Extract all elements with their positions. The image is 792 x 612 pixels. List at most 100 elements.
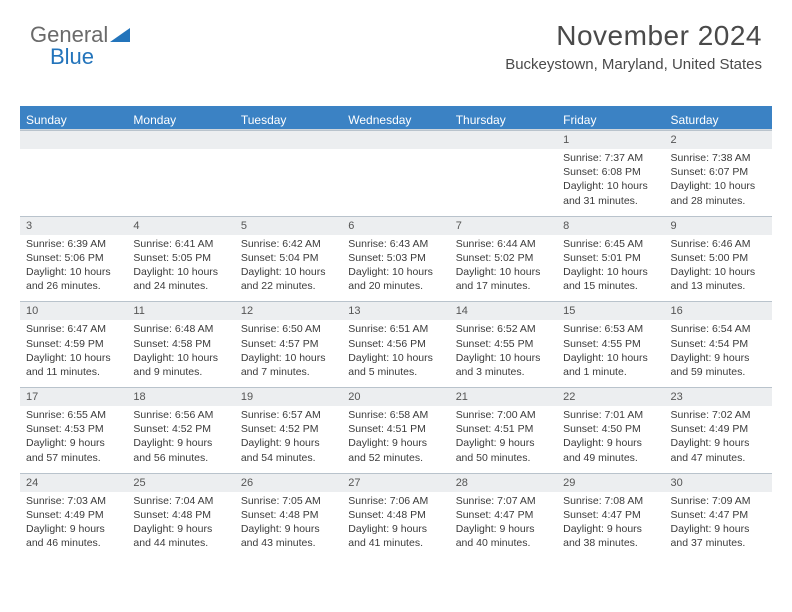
day-number-cell: 27 [342, 474, 449, 492]
daylight-text: Daylight: 10 hours and 1 minute. [563, 351, 658, 379]
sunset-text: Sunset: 6:08 PM [563, 165, 658, 179]
day-number-cell: 6 [342, 217, 449, 235]
day-info-cell: Sunrise: 7:03 AMSunset: 4:49 PMDaylight:… [20, 492, 127, 559]
day-number-cell: 15 [557, 302, 664, 320]
daylight-text: Daylight: 9 hours and 37 minutes. [671, 522, 766, 550]
day-info-cell: Sunrise: 6:56 AMSunset: 4:52 PMDaylight:… [127, 406, 234, 473]
day-number-cell: 5 [235, 217, 342, 235]
day-number: 18 [133, 391, 145, 403]
day-number-cell [127, 131, 234, 149]
day-number-cell: 9 [665, 217, 772, 235]
day-number: 22 [563, 391, 575, 403]
sunrise-text: Sunrise: 6:53 AM [563, 322, 658, 336]
day-number-cell: 30 [665, 474, 772, 492]
weekday-header: Thursday [450, 108, 557, 130]
day-number-cell: 21 [450, 388, 557, 406]
sunset-text: Sunset: 5:03 PM [348, 251, 443, 265]
daylight-text: Daylight: 9 hours and 49 minutes. [563, 436, 658, 464]
day-info-cell: Sunrise: 7:05 AMSunset: 4:48 PMDaylight:… [235, 492, 342, 559]
sunset-text: Sunset: 5:02 PM [456, 251, 551, 265]
daylight-text: Daylight: 10 hours and 3 minutes. [456, 351, 551, 379]
day-number-cell: 7 [450, 217, 557, 235]
day-info-cell: Sunrise: 7:02 AMSunset: 4:49 PMDaylight:… [665, 406, 772, 473]
day-number: 12 [241, 305, 253, 317]
day-number: 23 [671, 391, 683, 403]
sunset-text: Sunset: 4:51 PM [456, 422, 551, 436]
sunrise-text: Sunrise: 7:05 AM [241, 494, 336, 508]
day-info-cell: Sunrise: 7:08 AMSunset: 4:47 PMDaylight:… [557, 492, 664, 559]
day-number: 11 [133, 305, 144, 317]
daylight-text: Daylight: 10 hours and 17 minutes. [456, 265, 551, 293]
sunset-text: Sunset: 4:55 PM [456, 337, 551, 351]
calendar-week: 12Sunrise: 7:37 AMSunset: 6:08 PMDayligh… [20, 130, 772, 216]
day-info-cell [342, 149, 449, 216]
day-number: 9 [671, 220, 677, 232]
day-info-cell: Sunrise: 7:04 AMSunset: 4:48 PMDaylight:… [127, 492, 234, 559]
daylight-text: Daylight: 9 hours and 41 minutes. [348, 522, 443, 550]
sunrise-text: Sunrise: 6:46 AM [671, 237, 766, 251]
day-info-cell [450, 149, 557, 216]
day-number: 25 [133, 477, 145, 489]
day-number-cell: 16 [665, 302, 772, 320]
sunset-text: Sunset: 4:51 PM [348, 422, 443, 436]
daylight-text: Daylight: 10 hours and 20 minutes. [348, 265, 443, 293]
day-number-cell: 25 [127, 474, 234, 492]
day-number: 4 [133, 220, 139, 232]
sunset-text: Sunset: 4:49 PM [671, 422, 766, 436]
sunset-text: Sunset: 4:53 PM [26, 422, 121, 436]
day-number: 19 [241, 391, 253, 403]
location-subtitle: Buckeystown, Maryland, United States [505, 56, 762, 73]
daylight-text: Daylight: 10 hours and 13 minutes. [671, 265, 766, 293]
day-number: 13 [348, 305, 360, 317]
daylight-text: Daylight: 9 hours and 46 minutes. [26, 522, 121, 550]
day-number: 2 [671, 134, 677, 146]
weekday-header: Sunday [20, 108, 127, 130]
day-info-row: Sunrise: 7:03 AMSunset: 4:49 PMDaylight:… [20, 492, 772, 559]
sunrise-text: Sunrise: 7:09 AM [671, 494, 766, 508]
day-number-cell: 13 [342, 302, 449, 320]
day-info-cell: Sunrise: 7:38 AMSunset: 6:07 PMDaylight:… [665, 149, 772, 216]
day-number-cell: 4 [127, 217, 234, 235]
daylight-text: Daylight: 10 hours and 26 minutes. [26, 265, 121, 293]
day-info-row: Sunrise: 6:55 AMSunset: 4:53 PMDaylight:… [20, 406, 772, 473]
day-info-cell: Sunrise: 7:09 AMSunset: 4:47 PMDaylight:… [665, 492, 772, 559]
title-block: November 2024 Buckeystown, Maryland, Uni… [505, 20, 762, 73]
logo-text-2: Blue [50, 44, 94, 70]
day-info-cell: Sunrise: 7:01 AMSunset: 4:50 PMDaylight:… [557, 406, 664, 473]
day-info-cell: Sunrise: 6:47 AMSunset: 4:59 PMDaylight:… [20, 320, 127, 387]
day-number-cell: 17 [20, 388, 127, 406]
day-info-cell [127, 149, 234, 216]
daylight-text: Daylight: 10 hours and 7 minutes. [241, 351, 336, 379]
daylight-text: Daylight: 9 hours and 44 minutes. [133, 522, 228, 550]
weekday-header: Monday [127, 108, 234, 130]
daylight-text: Daylight: 9 hours and 47 minutes. [671, 436, 766, 464]
weekday-header: Friday [557, 108, 664, 130]
day-number: 29 [563, 477, 575, 489]
day-info-cell: Sunrise: 6:51 AMSunset: 4:56 PMDaylight:… [342, 320, 449, 387]
day-number-cell: 22 [557, 388, 664, 406]
daylight-text: Daylight: 9 hours and 52 minutes. [348, 436, 443, 464]
day-number: 26 [241, 477, 253, 489]
day-number-cell [342, 131, 449, 149]
daylight-text: Daylight: 10 hours and 24 minutes. [133, 265, 228, 293]
calendar-week: 24252627282930Sunrise: 7:03 AMSunset: 4:… [20, 473, 772, 559]
day-number-cell: 23 [665, 388, 772, 406]
day-info-row: Sunrise: 7:37 AMSunset: 6:08 PMDaylight:… [20, 149, 772, 216]
day-info-cell: Sunrise: 6:43 AMSunset: 5:03 PMDaylight:… [342, 235, 449, 302]
day-info-cell: Sunrise: 6:53 AMSunset: 4:55 PMDaylight:… [557, 320, 664, 387]
day-number: 28 [456, 477, 468, 489]
weekday-header: Saturday [665, 108, 772, 130]
weekday-header: Wednesday [342, 108, 449, 130]
sunrise-text: Sunrise: 7:07 AM [456, 494, 551, 508]
daylight-text: Daylight: 9 hours and 40 minutes. [456, 522, 551, 550]
day-number-cell [235, 131, 342, 149]
day-number-cell: 3 [20, 217, 127, 235]
daylight-text: Daylight: 9 hours and 56 minutes. [133, 436, 228, 464]
sunrise-text: Sunrise: 6:43 AM [348, 237, 443, 251]
day-number: 20 [348, 391, 360, 403]
day-number-row: 10111213141516 [20, 302, 772, 320]
day-info-cell: Sunrise: 6:48 AMSunset: 4:58 PMDaylight:… [127, 320, 234, 387]
sunrise-text: Sunrise: 7:00 AM [456, 408, 551, 422]
sunrise-text: Sunrise: 6:54 AM [671, 322, 766, 336]
day-info-cell: Sunrise: 6:55 AMSunset: 4:53 PMDaylight:… [20, 406, 127, 473]
